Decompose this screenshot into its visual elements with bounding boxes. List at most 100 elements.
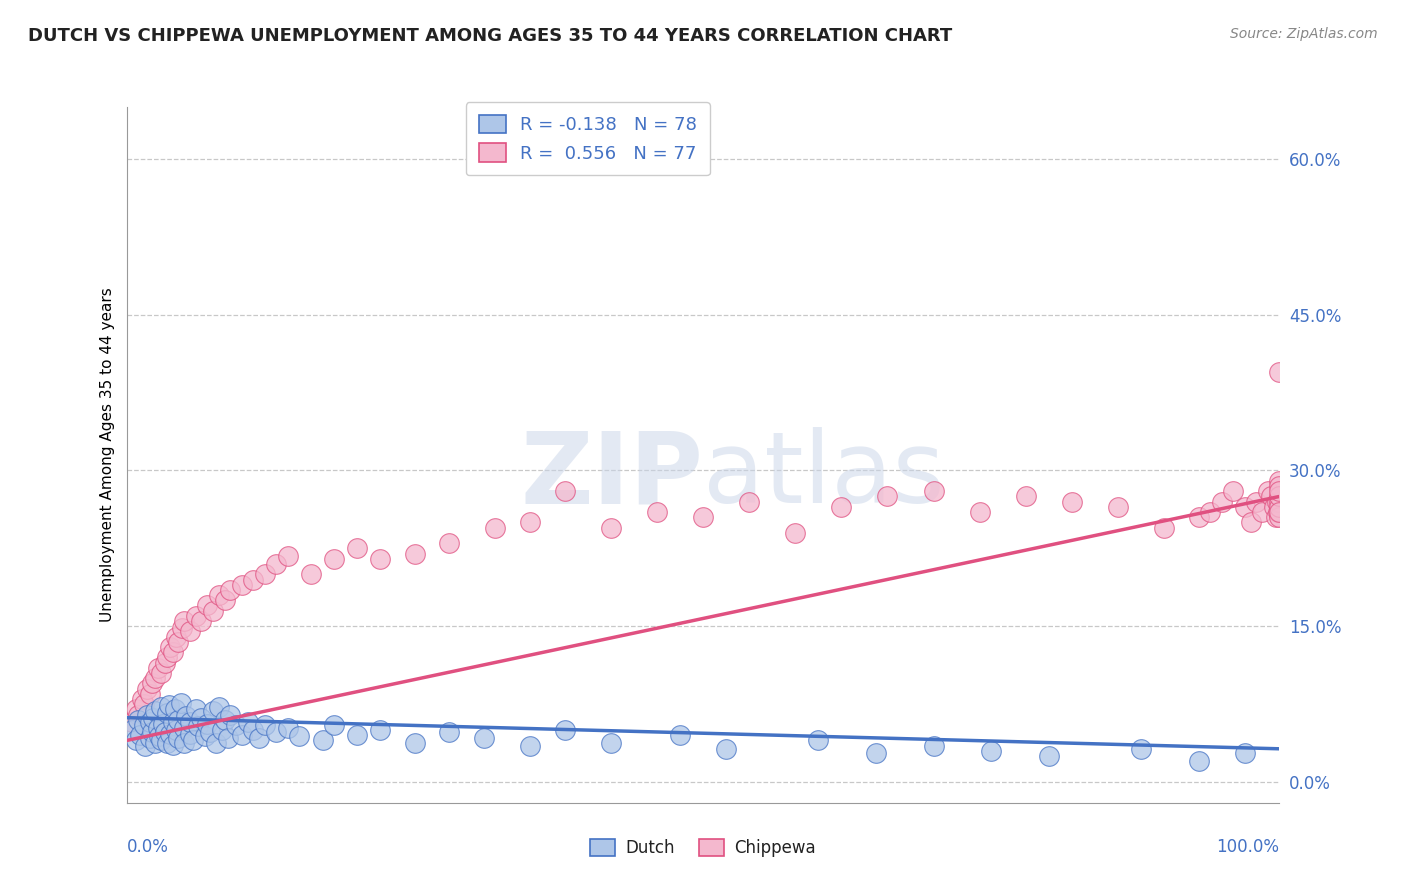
Point <box>692 510 714 524</box>
Point <box>253 718 276 732</box>
Point <box>148 729 170 743</box>
Point <box>162 645 184 659</box>
Point <box>214 713 236 727</box>
Point <box>1268 365 1291 379</box>
Point <box>323 718 346 732</box>
Point <box>190 711 212 725</box>
Point <box>1233 500 1256 514</box>
Point <box>865 746 887 760</box>
Point <box>1211 494 1233 508</box>
Point <box>1260 490 1282 504</box>
Point <box>217 731 239 746</box>
Point <box>1263 500 1285 514</box>
Point <box>173 721 195 735</box>
Legend: Dutch, Chippewa: Dutch, Chippewa <box>583 832 823 864</box>
Point <box>1199 505 1222 519</box>
Point <box>153 725 176 739</box>
Point <box>187 719 209 733</box>
Point <box>645 505 668 519</box>
Point <box>156 706 179 721</box>
Point <box>1107 500 1129 514</box>
Point <box>1153 520 1175 534</box>
Point <box>156 650 179 665</box>
Point <box>152 717 174 731</box>
Point <box>231 728 253 742</box>
Point <box>184 702 207 716</box>
Point <box>922 739 945 753</box>
Point <box>1188 510 1211 524</box>
Point <box>1268 490 1291 504</box>
Point <box>176 708 198 723</box>
Point <box>1268 494 1291 508</box>
Point <box>311 733 333 747</box>
Point <box>159 727 181 741</box>
Point <box>439 536 461 550</box>
Point <box>141 676 163 690</box>
Point <box>219 707 242 722</box>
Point <box>132 718 155 732</box>
Point <box>202 705 225 719</box>
Point <box>599 735 621 749</box>
Point <box>1251 505 1274 519</box>
Point <box>202 604 225 618</box>
Point <box>195 599 218 613</box>
Point <box>738 494 761 508</box>
Point <box>165 723 187 738</box>
Point <box>150 733 173 747</box>
Point <box>1265 494 1288 508</box>
Point <box>266 725 288 739</box>
Point <box>980 744 1002 758</box>
Point <box>134 739 156 753</box>
Point <box>242 723 264 738</box>
Point <box>136 707 159 722</box>
Point <box>277 721 299 735</box>
Point <box>969 505 991 519</box>
Point <box>519 739 541 753</box>
Point <box>288 729 311 743</box>
Point <box>131 692 153 706</box>
Text: DUTCH VS CHIPPEWA UNEMPLOYMENT AMONG AGES 35 TO 44 YEARS CORRELATION CHART: DUTCH VS CHIPPEWA UNEMPLOYMENT AMONG AGE… <box>28 27 952 45</box>
Point <box>807 733 830 747</box>
Point <box>1246 494 1268 508</box>
Point <box>183 733 205 747</box>
Point <box>669 728 692 742</box>
Point <box>404 735 426 749</box>
Point <box>439 725 461 739</box>
Point <box>146 721 169 735</box>
Point <box>404 547 426 561</box>
Point <box>785 525 807 540</box>
Point <box>127 707 149 722</box>
Point <box>163 702 186 716</box>
Point <box>1268 474 1291 488</box>
Point <box>162 714 184 729</box>
Point <box>219 582 242 597</box>
Point <box>121 723 143 738</box>
Point <box>247 731 270 746</box>
Point <box>368 551 391 566</box>
Point <box>922 484 945 499</box>
Point <box>1268 479 1291 493</box>
Text: Source: ZipAtlas.com: Source: ZipAtlas.com <box>1230 27 1378 41</box>
Point <box>142 711 165 725</box>
Point <box>1060 494 1083 508</box>
Point <box>225 718 247 732</box>
Point <box>208 588 231 602</box>
Point <box>323 551 346 566</box>
Point <box>1268 484 1291 499</box>
Point <box>1267 505 1289 519</box>
Point <box>138 714 160 729</box>
Point <box>208 700 231 714</box>
Point <box>1188 754 1211 768</box>
Point <box>554 723 576 738</box>
Point <box>136 681 159 696</box>
Point <box>346 541 368 556</box>
Point <box>179 727 201 741</box>
Text: atlas: atlas <box>703 427 945 524</box>
Point <box>1038 749 1060 764</box>
Point <box>190 614 212 628</box>
Point <box>1268 510 1291 524</box>
Point <box>1265 510 1288 524</box>
Point <box>231 578 253 592</box>
Point <box>184 608 207 623</box>
Point <box>146 661 169 675</box>
